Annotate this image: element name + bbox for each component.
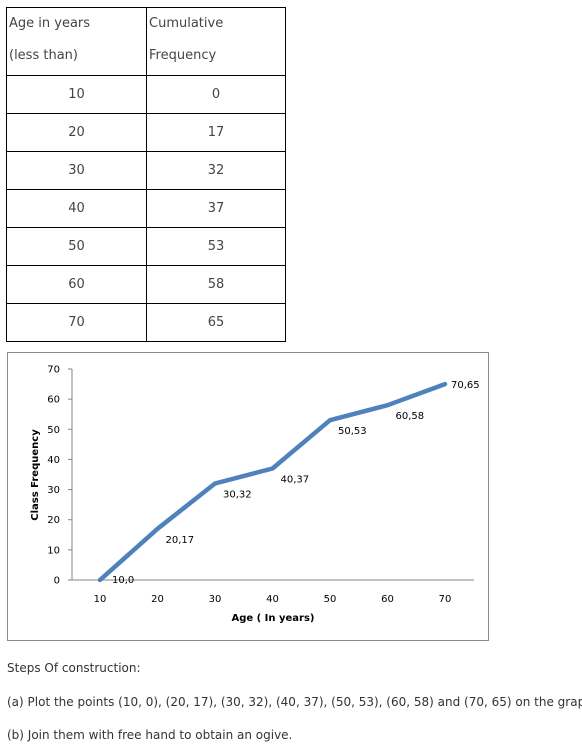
x-tick-label: 60 xyxy=(381,594,394,605)
y-tick-label: 30 xyxy=(47,485,60,496)
table-header-row: Age in years (less than) Cumulative Freq… xyxy=(6,7,286,76)
table-row: 10 0 xyxy=(6,75,286,114)
age-cell: 60 xyxy=(6,265,147,304)
y-axis-title: Class Frequency xyxy=(30,429,41,521)
cf-cell: 17 xyxy=(146,113,286,152)
header-cf-line1: Cumulative xyxy=(149,16,224,31)
x-tick-label: 30 xyxy=(209,594,222,605)
step-b-text: (b) Join them with free hand to obtain a… xyxy=(7,728,293,742)
table-row: 60 58 xyxy=(6,265,286,304)
x-tick-label: 40 xyxy=(266,594,279,605)
point-label: 30,32 xyxy=(223,490,252,501)
point-labels: 10,0 20,17 30,32 40,37 50,53 60,58 70,65 xyxy=(112,380,480,586)
y-tick-label: 10 xyxy=(47,545,60,556)
age-cell: 40 xyxy=(6,189,147,228)
cf-cell: 0 xyxy=(146,75,286,114)
step-a-text: (a) Plot the points (10, 0), (20, 17), (… xyxy=(7,695,582,709)
age-cell: 20 xyxy=(6,113,147,152)
x-tick-labels: 10 20 30 40 50 60 70 xyxy=(94,594,452,605)
cf-cell: 37 xyxy=(146,189,286,228)
header-age-line1: Age in years xyxy=(9,16,91,31)
ogive-chart: 0 10 20 30 40 50 60 70 10 20 30 40 50 60 70 10,0 20,17… xyxy=(7,352,489,641)
x-tick-label: 70 xyxy=(439,594,452,605)
y-tick-label: 40 xyxy=(47,455,60,466)
table-row: 70 65 xyxy=(6,303,286,342)
point-label: 10,0 xyxy=(112,575,134,586)
point-label: 40,37 xyxy=(281,474,310,485)
point-label: 20,17 xyxy=(166,535,195,546)
header-age: Age in years (less than) xyxy=(6,7,147,76)
ogive-line xyxy=(97,381,448,583)
point-label: 70,65 xyxy=(451,380,480,391)
y-tick-label: 60 xyxy=(47,395,60,406)
x-tick-label: 10 xyxy=(94,594,107,605)
chart-canvas: 0 10 20 30 40 50 60 70 10 20 30 40 50 60 70 10,0 20,17… xyxy=(30,365,480,625)
age-cell: 70 xyxy=(6,303,147,342)
age-cell: 50 xyxy=(6,227,147,266)
y-tick-label: 20 xyxy=(47,515,60,526)
x-axis-title: Age ( In years) xyxy=(231,613,314,624)
age-cell: 30 xyxy=(6,151,147,190)
table-row: 50 53 xyxy=(6,227,286,266)
header-age-line2: (less than) xyxy=(9,48,78,63)
frequency-table: Age in years (less than) Cumulative Freq… xyxy=(6,7,286,342)
header-cumulative-frequency: Cumulative Frequency xyxy=(146,7,286,76)
header-cf-line2: Frequency xyxy=(149,48,217,63)
y-tick-label: 50 xyxy=(47,425,60,436)
cf-cell: 53 xyxy=(146,227,286,266)
y-tick-labels: 0 10 20 30 40 50 60 70 xyxy=(47,365,60,587)
table-row: 30 32 xyxy=(6,151,286,190)
cf-cell: 65 xyxy=(146,303,286,342)
point-label: 50,53 xyxy=(338,426,367,437)
table-row: 20 17 xyxy=(6,113,286,152)
point-label: 60,58 xyxy=(396,411,425,422)
x-tick-label: 20 xyxy=(151,594,164,605)
table-row: 40 37 xyxy=(6,189,286,228)
age-cell: 10 xyxy=(6,75,147,114)
y-tick-label: 70 xyxy=(47,365,60,376)
chart-axes xyxy=(68,368,474,581)
cf-cell: 32 xyxy=(146,151,286,190)
steps-heading: Steps Of construction: xyxy=(7,661,141,675)
x-tick-label: 50 xyxy=(324,594,337,605)
cf-cell: 58 xyxy=(146,265,286,304)
y-tick-label: 0 xyxy=(54,576,60,587)
